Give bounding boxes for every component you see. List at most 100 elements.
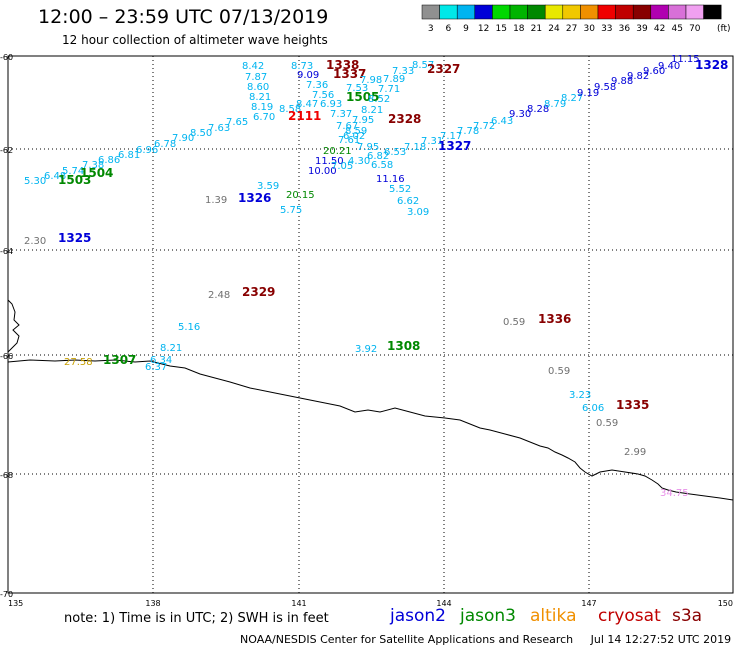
pass-id-label: 2327 xyxy=(427,62,460,76)
wave-height-label: 8.21 xyxy=(361,105,383,116)
wave-height-label: 6.70 xyxy=(253,112,275,123)
lat-label: -60 xyxy=(0,53,13,62)
wave-height-label: 0.59 xyxy=(548,366,570,377)
legend-tick-label: 9 xyxy=(463,24,469,34)
pass-id-label: 2111 xyxy=(288,109,321,123)
satellite-altika: altika xyxy=(530,606,577,626)
wave-height-label: 8.57 xyxy=(412,60,434,71)
legend-tick-label: 33 xyxy=(601,24,612,34)
wave-height-label: 7.38 xyxy=(82,160,104,171)
legend-tick-label: 3 xyxy=(428,24,434,34)
wave-height-label: 9.88 xyxy=(611,76,633,87)
lon-label: 150 xyxy=(718,599,733,608)
coastline xyxy=(7,299,734,501)
wave-height-label: 7.56 xyxy=(312,90,334,101)
wave-height-label: 7.65 xyxy=(226,117,248,128)
wave-height-label: 7.67 xyxy=(336,121,358,132)
wave-height-label: 3.59 xyxy=(257,181,279,192)
wave-height-legend: 3 6 9 12 15 18 21 24 27 30 33 36 39 42 45 70 (ft) xyxy=(421,4,731,34)
wave-height-label: 6.37 xyxy=(145,362,167,373)
wave-height-label: 7.95 xyxy=(357,142,379,153)
legend-tick-label: 70 xyxy=(689,24,701,34)
pass-id-label: 1326 xyxy=(238,191,271,205)
wave-height-label: 8.47 xyxy=(296,99,318,110)
satellite-s3a: s3a xyxy=(672,606,703,626)
wave-height-label: 2.99 xyxy=(624,447,646,458)
wave-height-label: 9.09 xyxy=(297,70,319,81)
pass-id-label: 1503 xyxy=(58,173,91,187)
wave-height-label: 8.27 xyxy=(561,93,583,104)
wave-height-label: 7.61 xyxy=(338,135,360,146)
wave-height-label: 27.58 xyxy=(64,357,93,368)
lat-label: -70 xyxy=(0,590,13,599)
wave-height-label: 5.74 xyxy=(62,166,84,177)
wave-height-label: 8.60 xyxy=(247,82,269,93)
wave-height-label: 8.28 xyxy=(527,104,549,115)
pass-id-label: 1504 xyxy=(80,166,113,180)
wave-height-label: 7.95 xyxy=(352,115,374,126)
legend-tick-label: 6 xyxy=(446,24,452,34)
wave-height-label: 1.39 xyxy=(205,195,227,206)
wave-height-label: 9.30 xyxy=(509,109,531,120)
wave-height-label: 8.73 xyxy=(291,61,313,72)
wave-height-label: 9.19 xyxy=(577,88,599,99)
wave-height-label: 9.58 xyxy=(594,82,616,93)
map-frame xyxy=(7,55,734,594)
legend-tick-label: 42 xyxy=(654,24,665,34)
map-title: 12:00 – 23:59 UTC 07/13/2019 xyxy=(38,6,329,28)
wave-height-label: 10.00 xyxy=(308,166,337,177)
lat-label: -62 xyxy=(0,146,13,155)
wave-height-label: 3.23 xyxy=(569,390,591,401)
lat-label: -66 xyxy=(0,352,13,361)
lon-label: 135 xyxy=(8,599,23,608)
wave-height-label: 20.21 xyxy=(323,146,352,157)
wave-height-label: 5.16 xyxy=(178,322,200,333)
wave-height-label: 9.82 xyxy=(627,71,649,82)
satellite-cryosat: cryosat xyxy=(598,606,661,626)
lat-label: -68 xyxy=(0,471,13,480)
wave-height-label: 8.52 xyxy=(368,94,390,105)
pass-id-label: 1307 xyxy=(103,353,136,367)
wave-height-label: 7.33 xyxy=(392,66,414,77)
wave-height-label: 5.30 xyxy=(24,176,46,187)
wave-height-label: 7.05 xyxy=(331,161,353,172)
wave-height-label: 7.36 xyxy=(306,80,328,91)
wave-height-label: 7.63 xyxy=(208,123,230,134)
wave-height-label: 6.93 xyxy=(320,99,342,110)
wave-height-label: 8.58 xyxy=(279,104,301,115)
legend-tick-label: 12 xyxy=(478,24,489,34)
map-subtitle: 12 hour collection of altimeter wave hei… xyxy=(62,33,328,47)
wave-height-label: 8.21 xyxy=(160,343,182,354)
wave-height-label: 0.59 xyxy=(596,418,618,429)
legend-tick-label: 27 xyxy=(566,24,577,34)
legend-tick-label: 45 xyxy=(671,24,682,34)
legend-tick-label: 30 xyxy=(583,24,595,34)
wave-height-label: 5.52 xyxy=(389,184,411,195)
wave-height-label: 8.21 xyxy=(249,92,271,103)
wave-height-label: 5.75 xyxy=(280,205,302,216)
wave-height-label: 7.17 xyxy=(440,131,462,142)
wave-height-label: 6.53 xyxy=(384,147,406,158)
legend-tick-label: 15 xyxy=(495,24,506,34)
wave-height-label: 6.96 xyxy=(136,145,158,156)
pass-id-label: 1505 xyxy=(346,90,379,104)
pass-id-label: 1338 xyxy=(326,58,359,72)
lon-label: 147 xyxy=(581,599,596,608)
wave-height-label: 7.18 xyxy=(404,142,426,153)
pass-id-label: 1335 xyxy=(616,398,649,412)
wave-height-label: 6.78 xyxy=(154,139,176,150)
wave-height-label: 6.02 xyxy=(343,131,365,142)
wave-height-label: 8.19 xyxy=(251,102,273,113)
wave-height-label: 4.30 xyxy=(348,156,370,167)
wave-height-label: 34.75 xyxy=(660,488,689,499)
wave-height-label: 6.82 xyxy=(367,151,389,162)
wave-height-label: 8.42 xyxy=(242,61,264,72)
wave-height-label: 6.43 xyxy=(491,116,513,127)
wave-height-label: 6.34 xyxy=(150,355,172,366)
legend-tick-label: 18 xyxy=(513,24,525,34)
pass-id-label: 2329 xyxy=(242,285,275,299)
wave-height-label: 7.90 xyxy=(172,133,194,144)
wave-height-label: 2.48 xyxy=(208,290,230,301)
pass-id-label: 1336 xyxy=(538,312,571,326)
